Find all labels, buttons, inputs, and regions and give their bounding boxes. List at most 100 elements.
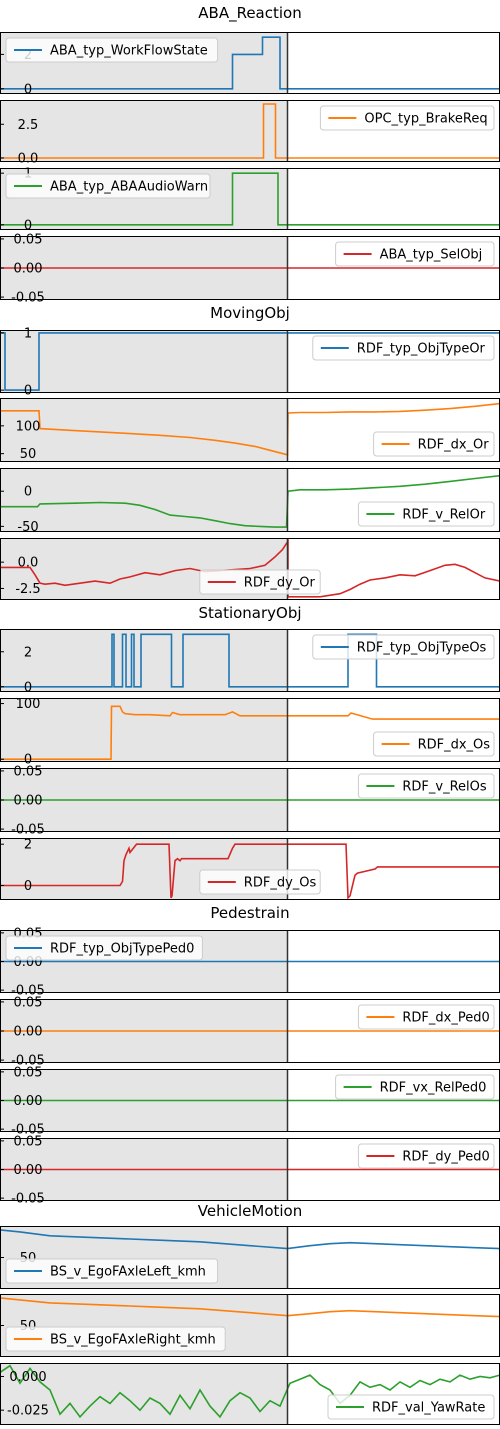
y-tick-label: -0.05 (11, 291, 45, 306)
legend: ABA_typ_WorkFlowState (5, 37, 219, 63)
series-line-BS_v_EgoFAxleLeft_kmh (0, 1229, 500, 1250)
y-tick-label: 0 (24, 384, 32, 399)
shaded-region (0, 330, 288, 393)
y-tick-label: -0.05 (11, 1192, 45, 1207)
y-tick-label: 0 (24, 82, 32, 97)
group-title-aba_reaction: ABA_Reaction (198, 4, 301, 23)
panel-RDF_v_RelOr: -50 0 RDF_v_RelOr (0, 468, 500, 535)
panel-RDF_dx_Or: 50 100 RDF_dx_Or (0, 398, 500, 462)
panel-RDF_val_YawRate: -0.025 0.000 RDF_val_YawRate (0, 1363, 500, 1425)
y-tick-label: 0.00 (14, 262, 43, 277)
legend: ABA_typ_SelObj (335, 241, 495, 267)
panel-RDF_v_RelOs: -0.05 0.00 0.05 RDF_v_RelOs (0, 764, 500, 838)
legend: RDF_vx_RelPed0 (335, 1074, 495, 1100)
panel-BS_v_EgoFAxleRight_kmh: 50BS_v_EgoFAxleRight_kmh (0, 1294, 500, 1357)
series-line-ABA_typ_ABAAudioWarn (0, 172, 500, 226)
legend: RDF_typ_ObjTypeOr (312, 335, 495, 361)
y-tick-label: 0.000 (9, 1370, 46, 1385)
y-tick-label: 0.00 (14, 1094, 43, 1109)
shaded-region (0, 468, 288, 532)
legend: RDF_val_YawRate (327, 1394, 495, 1420)
legend: BS_v_EgoFAxleLeft_kmh (5, 1258, 219, 1284)
legend-label: RDF_dx_Or (418, 438, 490, 453)
panel-RDF_dy_Ped0: -0.05 0.00 0.05 RDF_dy_Ped0 (0, 1134, 500, 1207)
group-title-pedestrain: Pedestrain (210, 904, 289, 922)
y-tick-label: 0.0 (18, 556, 39, 571)
series-line-RDF_dy_Os (0, 843, 500, 900)
legend-label: RDF_dy_Ped0 (402, 1150, 489, 1165)
legend: BS_v_EgoFAxleRight_kmh (5, 1326, 226, 1352)
shaded-region (0, 698, 288, 762)
y-tick-label: -0.025 (7, 1404, 49, 1419)
legend-label: RDF_dx_Os (418, 738, 491, 753)
y-tick-label: 0.05 (14, 232, 43, 247)
y-tick-label: -0.05 (11, 823, 45, 838)
panel-OPC_typ_BrakeReq: 0.0 2.5 OPC_typ_BrakeReq (0, 100, 500, 166)
y-tick-label: -0.05 (11, 1054, 45, 1069)
y-tick-label: -50 (17, 520, 38, 535)
y-tick-label: 0.05 (14, 995, 43, 1010)
series-line-RDF_typ_ObjTypeOs (0, 633, 500, 688)
y-tick-label: 100 (16, 697, 41, 712)
legend-label: RDF_dx_Ped0 (402, 1011, 489, 1026)
legend-label: RDF_typ_ObjTypeOr (357, 342, 486, 357)
legend-label: BS_v_EgoFAxleRight_kmh (50, 1333, 216, 1348)
legend: RDF_dy_Os (199, 869, 321, 895)
y-tick-label: 0.05 (14, 764, 43, 779)
legend-label: ABA_typ_ABAAudioWarn (50, 180, 208, 195)
panel-RDF_typ_ObjTypeOr: 0 1 RDF_typ_ObjTypeOr (0, 326, 500, 399)
legend-label: RDF_v_RelOs (402, 780, 487, 795)
legend: RDF_dx_Or (373, 431, 495, 457)
y-tick-label: -0.05 (11, 984, 45, 999)
panel-RDF_dx_Ped0: -0.05 0.00 0.05 RDF_dx_Ped0 (0, 995, 500, 1069)
legend: ABA_typ_ABAAudioWarn (5, 173, 211, 199)
y-tick-label: 0.00 (14, 1163, 43, 1178)
panel-RDF_dy_Or: -2.5 0.0 RDF_dy_Or (0, 538, 500, 600)
series-line-BS_v_EgoFAxleRight_kmh (0, 1297, 500, 1318)
series-line-RDF_dy_Or (0, 538, 500, 598)
legend-label: ABA_typ_SelObj (380, 248, 483, 263)
panel-ABA_typ_WorkFlowState: 02ABA_typ_WorkFlowState (0, 32, 500, 97)
panel-RDF_typ_ObjTypeOs: 0 2 RDF_typ_ObjTypeOs (0, 629, 500, 695)
y-tick-label: 0.05 (14, 1065, 43, 1080)
panel-BS_v_EgoFAxleLeft_kmh: 50BS_v_EgoFAxleLeft_kmh (0, 1226, 500, 1289)
y-tick-label: -2.5 (15, 582, 40, 597)
legend-label: BS_v_EgoFAxleLeft_kmh (50, 1265, 206, 1280)
legend-label: RDF_typ_ObjTypeOs (357, 641, 487, 656)
group-title-movingobj: MovingObj (210, 304, 290, 322)
group-title-vehiclemotion: VehicleMotion (198, 1202, 303, 1220)
series-line-OPC_typ_BrakeReq (0, 103, 500, 159)
y-tick-label: 0.0 (18, 151, 39, 166)
y-tick-label: 0 (24, 218, 32, 233)
series-line-RDF_val_YawRate (0, 1364, 500, 1419)
legend: RDF_dy_Ped0 (357, 1143, 495, 1169)
legend-label: RDF_typ_ObjTypePed0 (50, 942, 194, 957)
y-tick-label: 0.05 (14, 1134, 43, 1149)
series-line-RDF_dx_Or (0, 402, 500, 456)
legend-label: RDF_v_RelOr (402, 508, 486, 523)
series-line-RDF_typ_ObjTypeOr (0, 332, 500, 391)
panel-RDF_dx_Os: 0 100 RDF_dx_Os (0, 697, 500, 768)
y-tick-label: 0 (24, 753, 32, 768)
series-line-RDF_v_RelOr (0, 474, 500, 528)
legend: OPC_typ_BrakeReq (319, 105, 495, 131)
legend: RDF_v_RelOs (357, 773, 495, 799)
legend-label: RDF_dy_Or (244, 576, 316, 591)
shaded-region (0, 100, 288, 162)
group-title-stationaryobj: StationaryObj (198, 604, 301, 622)
y-tick-label: 100 (16, 419, 41, 434)
legend-label: OPC_typ_BrakeReq (364, 112, 487, 127)
y-tick-label: 2.5 (18, 118, 39, 133)
panel-RDF_dy_Os: 0 2 RDF_dy_Os (0, 838, 500, 900)
series-line-ABA_typ_WorkFlowState (0, 36, 500, 90)
shaded-region (0, 629, 288, 692)
legend: RDF_dx_Os (373, 731, 495, 757)
legend: RDF_typ_ObjTypeOs (312, 634, 495, 660)
y-tick-label: 2 (24, 645, 32, 660)
legend: RDF_v_RelOr (357, 501, 495, 527)
panel-RDF_vx_RelPed0: -0.05 0.00 0.05 RDF_vx_RelPed0 (0, 1065, 500, 1138)
panel-ABA_typ_ABAAudioWarn: 01ABA_typ_ABAAudioWarn (0, 167, 500, 233)
legend-label: RDF_dy_Os (244, 876, 317, 891)
